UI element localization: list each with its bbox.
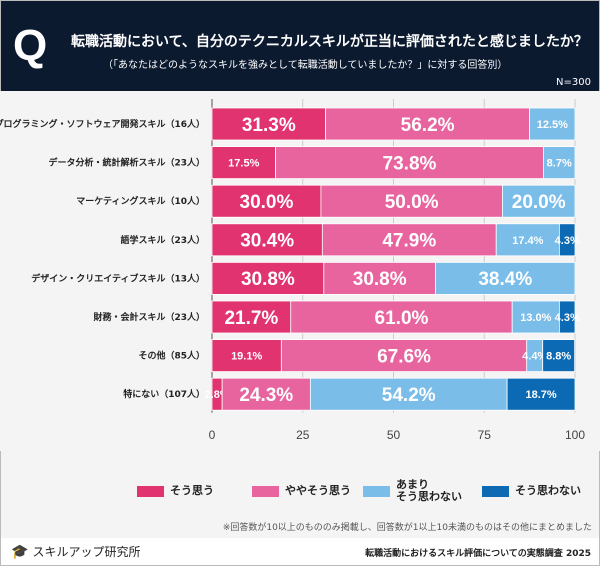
bar-segment: [320, 184, 503, 218]
x-tick-label: 0: [209, 428, 216, 442]
bar-segment: [501, 184, 576, 218]
legend-label: あまり そう思わない: [396, 478, 462, 503]
legend-item: あまり そう思わない: [363, 478, 462, 503]
data-label: 8.7%: [547, 158, 572, 170]
stacked-bar-chart: 0 25 50 75 100 プログラミング・ソフトウェア開発スキル（16人） 31.3% 5…: [0, 91, 600, 451]
bar-segment: [275, 146, 544, 179]
data-label: 30.8%: [353, 269, 407, 290]
category-label: プログラミング・ソフトウェア開発スキル（16人）: [0, 118, 205, 130]
legend-item: ややそう思う: [252, 480, 351, 502]
data-label: 21.7%: [224, 308, 278, 329]
data-label: 20.0%: [512, 192, 566, 213]
chart-title: 転職活動において、自分のテクニカルスキルが正当に評価されたと感じましたか？: [71, 34, 588, 50]
data-label: 4.3%: [555, 312, 580, 324]
bar-segment: [558, 300, 576, 334]
bar-segment: [309, 377, 508, 411]
footer: 🎓 スキルアップ研究所 転職活動におけるスキル評価についての実態調査 2025: [1, 538, 599, 565]
bar-segment: [280, 339, 528, 373]
legend-label: ややそう思う: [285, 484, 351, 497]
bar-segment: [543, 146, 576, 179]
category-label: 特にない（107人）: [123, 388, 205, 400]
data-label: 17.4%: [512, 235, 543, 247]
legend-swatch: [482, 485, 509, 497]
bar-segment: [211, 107, 327, 141]
legend-label: そう思わない: [515, 484, 581, 497]
legend-swatch: [252, 485, 279, 497]
data-label: 13.0%: [520, 312, 551, 324]
data-label: 56.2%: [401, 115, 455, 136]
data-label: 12.5%: [537, 119, 568, 131]
x-tick-label: 25: [296, 428, 310, 442]
category-label: データ分析・統計解析スキル（23人）: [48, 157, 205, 169]
data-label: 8.8%: [546, 351, 571, 363]
legend-item: そう思わない: [482, 480, 581, 502]
data-label: 30.0%: [240, 192, 294, 213]
footnote: ※回答数が10以上のもののみ掲載し、回答数が1以上10未満のものはその他にまとめ…: [222, 523, 592, 533]
legend-item: そう思う: [137, 480, 214, 502]
legend-label: そう思う: [170, 484, 214, 497]
data-label: 31.3%: [242, 115, 296, 136]
source: 転職活動におけるスキル評価についての実態調査 2025: [365, 549, 591, 559]
data-label: 18.7%: [525, 389, 556, 401]
graduate-owl-icon: 🎓: [11, 543, 29, 560]
bar-segment: [211, 261, 325, 295]
x-tick-label: 50: [387, 428, 401, 442]
category-label: その他（85人）: [138, 350, 205, 362]
bar-segment: [321, 223, 497, 257]
bar-segment: [290, 300, 513, 334]
category-label: 語学スキル（23人）: [120, 234, 205, 246]
data-label: 4.3%: [555, 235, 580, 247]
legend-swatch: [137, 485, 164, 497]
category-label: 財務・会計スキル（23人）: [92, 311, 205, 323]
header: Q 転職活動において、自分のテクニカルスキルが正当に評価されたと感じましたか？ …: [1, 1, 599, 91]
legend-swatch: [363, 485, 390, 497]
bar-segment: [435, 261, 576, 295]
chart-subtitle: （「あなたはどのようなスキルを強みとして転職活動していましたか？」に対する回答別…: [103, 60, 508, 71]
legend: そう思う ややそう思う あまり そう思わない そう思わない: [0, 478, 600, 520]
data-label: 24.3%: [239, 385, 293, 406]
q-mark: Q: [13, 21, 48, 70]
data-label: 17.5%: [228, 158, 259, 170]
logo: 🎓 スキルアップ研究所: [11, 543, 140, 560]
bar-segment: [506, 377, 576, 411]
bar-segment: [529, 107, 576, 141]
bar-segment: [558, 223, 576, 257]
bar-segment: [211, 223, 323, 257]
bar-segment: [511, 300, 560, 334]
data-label: 50.0%: [385, 192, 439, 213]
bar-segment: [211, 184, 322, 218]
x-tick-label: 75: [478, 428, 492, 442]
data-label: 30.8%: [241, 269, 295, 290]
logo-text: スキルアップ研究所: [32, 545, 141, 559]
bar-segment: [323, 261, 437, 295]
data-label: 30.4%: [240, 231, 294, 252]
data-label: 47.9%: [382, 231, 436, 252]
bar-segment: [211, 339, 282, 373]
bar-segment: [211, 300, 292, 334]
data-label: 19.1%: [231, 351, 262, 363]
bar-segment: [221, 377, 311, 411]
data-label: 54.2%: [382, 385, 436, 406]
bar-segment: [542, 339, 576, 373]
data-label: 61.0%: [375, 308, 429, 329]
data-label: 67.6%: [377, 346, 431, 367]
sample-size: N=300: [556, 77, 591, 88]
bar-segment: [495, 223, 560, 257]
data-label: 73.8%: [383, 153, 437, 174]
data-label: 38.4%: [478, 269, 532, 290]
x-tick-label: 100: [565, 428, 585, 442]
category-label: デザイン・クリエイティブスキル（13人）: [31, 272, 205, 284]
category-label: マーケティングスキル（10人）: [76, 195, 205, 207]
data-label: 4.4%: [522, 351, 547, 363]
